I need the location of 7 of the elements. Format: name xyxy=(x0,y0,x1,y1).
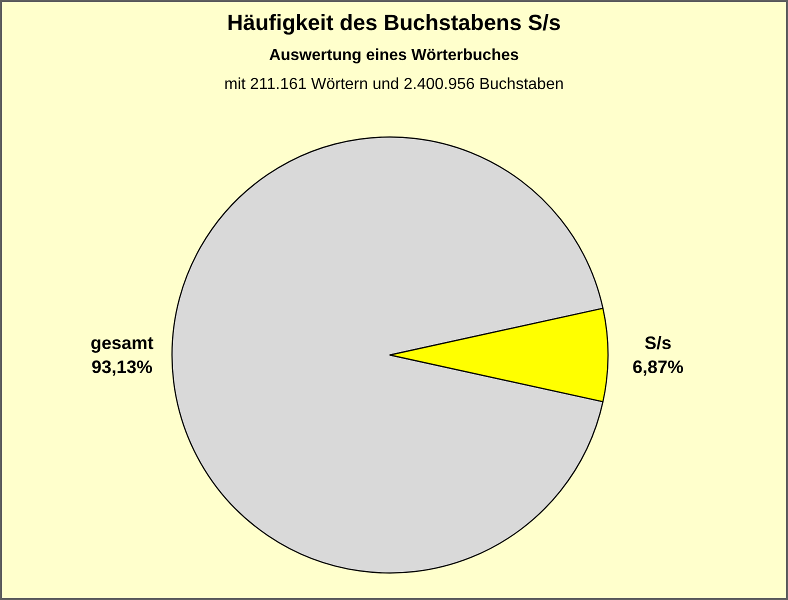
data-label: 6,87% xyxy=(632,357,684,377)
chart-subtitle: Auswertung eines Wörterbuches xyxy=(269,47,520,64)
slice-label: S/s xyxy=(644,333,672,353)
data-label: 93,13% xyxy=(91,357,153,377)
text: mit 211.161 Wörtern und 2.400.956 Buchstaben xyxy=(224,76,564,93)
slice-label: gesamt xyxy=(90,333,154,353)
chart-title: Häufigkeit des Buchstabens S/s xyxy=(227,10,561,35)
